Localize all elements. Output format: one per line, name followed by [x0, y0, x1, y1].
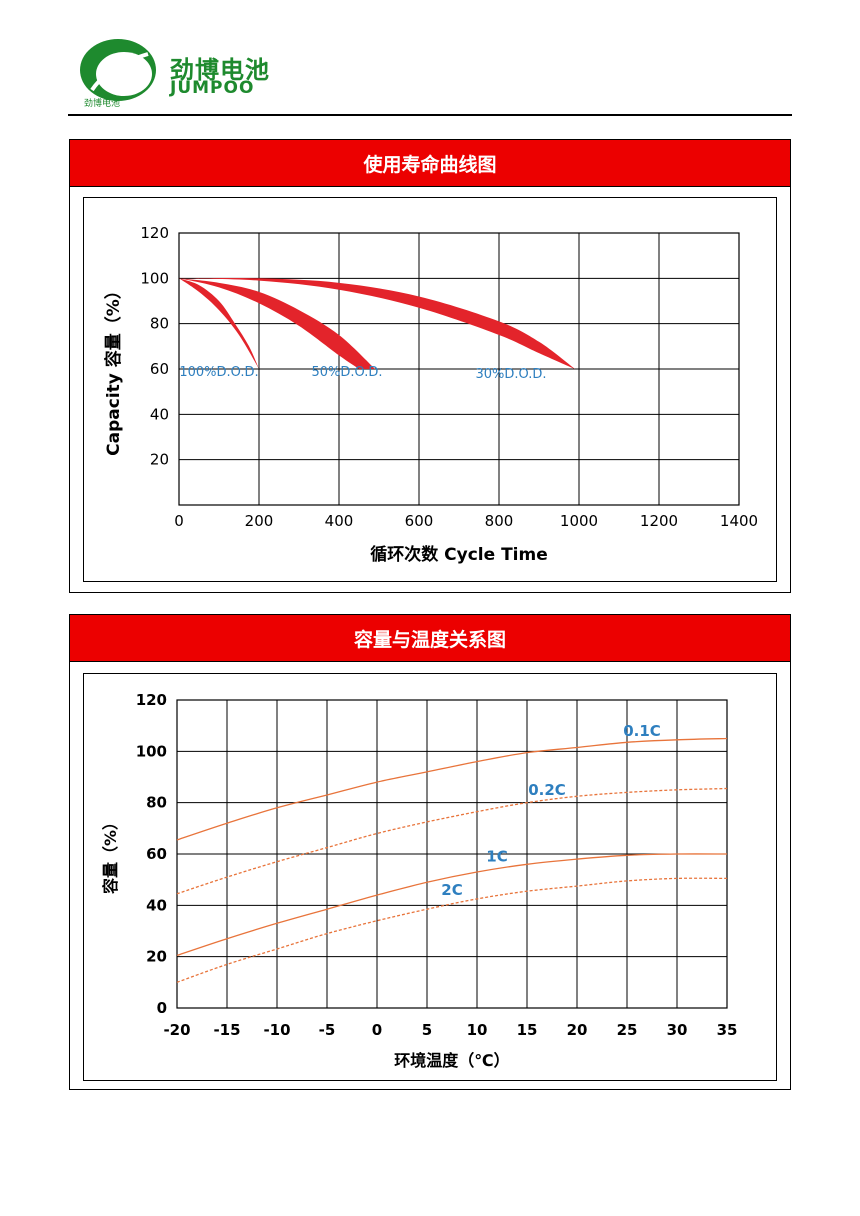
capacity-line — [176, 787, 728, 895]
x-tick-label: 1000 — [560, 512, 598, 530]
dod-band — [179, 277, 575, 369]
plot-area-border — [178, 232, 740, 506]
x-tick-label: 30 — [667, 1021, 688, 1039]
rate-label: 0.1C — [623, 722, 661, 740]
y-tick-label: 0 — [157, 999, 167, 1017]
y-axis-title: 容量（%） — [101, 814, 120, 895]
y-tick-label: 80 — [150, 315, 169, 333]
rate-label: 2C — [441, 881, 462, 899]
y-tick-label: 40 — [150, 405, 169, 423]
x-tick-label: 10 — [467, 1021, 488, 1039]
temp-capacity-panel: 容量与温度关系图 -20 -15 -10 -5 0 5 10 15 20 25 30 35 0 20 40 6… — [69, 614, 791, 1090]
x-tick-label: 400 — [325, 512, 354, 530]
y-tick-label: 80 — [146, 794, 167, 812]
y-tick-label: 20 — [150, 451, 169, 469]
x-tick-label: -10 — [263, 1021, 290, 1039]
rate-label: 1C — [486, 848, 507, 866]
dod-band — [179, 278, 375, 369]
y-tick-label: 120 — [136, 691, 167, 709]
x-tick-label: 0 — [174, 512, 184, 530]
x-tick-label: 800 — [485, 512, 514, 530]
cycle-life-title: 使用寿命曲线图 — [70, 140, 790, 187]
dod-label: 100%D.O.D. — [179, 365, 258, 380]
temp-capacity-chart-frame: -20 -15 -10 -5 0 5 10 15 20 25 30 35 0 20 40 60 80 100 120… — [83, 673, 777, 1081]
y-tick-label: 100 — [140, 269, 169, 287]
capacity-line — [176, 853, 728, 957]
header-divider — [68, 114, 792, 116]
jumpoo-logo-icon: 劲博电池 — [80, 39, 156, 109]
y-axis-title: Capacity 容量（%） — [103, 282, 124, 456]
dod-label: 50%D.O.D. — [311, 365, 382, 380]
x-tick-label: 600 — [405, 512, 434, 530]
x-tick-label: 20 — [567, 1021, 588, 1039]
y-tick-label: 60 — [150, 360, 169, 378]
y-tick-label: 100 — [136, 742, 167, 760]
logo-small-text: 劲博电池 — [84, 97, 120, 109]
cycle-life-panel: 使用寿命曲线图 0 200 400 600 800 1000 1200 1400 20 40 60 8… — [69, 139, 791, 593]
y-tick-label: 40 — [146, 896, 167, 914]
x-axis-title: 环境温度（℃） — [394, 1051, 509, 1070]
x-tick-label: 5 — [422, 1021, 432, 1039]
x-tick-label: 35 — [717, 1021, 738, 1039]
x-axis-title: 循环次数 Cycle Time — [370, 544, 548, 565]
page-header: 劲博电池 劲博电池 JUMPOO — [0, 0, 860, 118]
x-tick-label: 15 — [517, 1021, 538, 1039]
x-tick-label: 200 — [245, 512, 274, 530]
y-tick-label: 60 — [146, 845, 167, 863]
x-tick-label: 1200 — [640, 512, 678, 530]
x-tick-label: -5 — [319, 1021, 336, 1039]
rate-label: 0.2C — [528, 781, 566, 799]
brand-name-cn: 劲博电池 — [170, 56, 270, 84]
capacity-line — [176, 737, 728, 841]
capacity-line — [176, 877, 728, 983]
brand-name-en: JUMPOO — [170, 78, 255, 98]
cycle-life-chart-frame: 0 200 400 600 800 1000 1200 1400 20 40 60 80 100 120 循… — [83, 197, 777, 582]
cycle-life-chart: 0 200 400 600 800 1000 1200 1400 20 40 60 80 100 120 循… — [103, 224, 758, 565]
y-tick-label: 120 — [140, 224, 169, 242]
temp-capacity-title: 容量与温度关系图 — [70, 615, 790, 662]
temp-capacity-chart: -20 -15 -10 -5 0 5 10 15 20 25 30 35 0 20 40 60 80 100 120… — [101, 691, 738, 1070]
y-tick-label: 20 — [146, 948, 167, 966]
x-tick-label: -15 — [213, 1021, 240, 1039]
x-tick-label: 1400 — [720, 512, 758, 530]
x-tick-label: -20 — [163, 1021, 190, 1039]
dod-label: 30%D.O.D. — [475, 367, 546, 382]
x-tick-label: 0 — [372, 1021, 382, 1039]
x-tick-label: 25 — [617, 1021, 638, 1039]
